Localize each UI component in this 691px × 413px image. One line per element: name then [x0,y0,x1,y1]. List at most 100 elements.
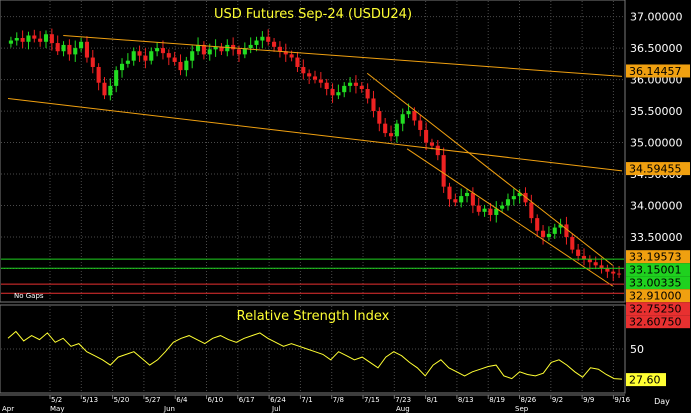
x-day-label: 6/10 [208,396,224,404]
candle-body [605,268,610,272]
candle-body [67,44,72,55]
price-tick-label: 37.00000 [630,11,683,24]
candle-body [552,227,557,234]
price-value-labels: 36.14457 34.59455 33.1957333.1500133.00335… [626,64,690,329]
candle-body [201,44,206,55]
candle-body [131,51,136,61]
candle-body [505,199,511,206]
x-month-label: Jun [163,405,175,413]
value-label-box [626,162,690,176]
candle-body [225,44,230,52]
candle-body [342,85,347,93]
candle-body [307,73,312,77]
candle-body [611,271,616,274]
value-label-text: 32.91000 [629,290,682,303]
rsi-grid [1,306,624,393]
value-label-box [626,263,690,277]
candle-body [184,60,189,71]
candle-body [324,82,329,90]
candle-body [617,273,622,275]
candle-body [529,202,534,219]
x-day-ticks: 5/2 5/13 5/20 5/27 6/4 6/10 6/17 6/24 7/1 7/8 7/15… [49,395,631,404]
candle-body [464,192,470,197]
candle-body [593,262,598,266]
x-day-label: 8/26 [521,396,537,404]
x-day-label: 6/17 [239,396,255,404]
x-day-label: 5/20 [114,396,130,404]
candle-body [418,120,423,130]
rsi-tick-label: 50 [630,343,644,356]
x-unit-label: Day [654,397,670,406]
x-day-label: 9/2 [552,396,563,404]
candle-body [546,233,551,238]
candle-body [55,43,60,52]
price-horizontal-lines [1,258,624,294]
candle-body [43,34,49,42]
trendline [406,148,614,287]
candle-body [459,196,464,203]
price-plot-frame [0,0,626,303]
candle-body [248,44,253,49]
candle-body [137,51,142,56]
candle-body [517,192,522,197]
value-label-box [626,302,690,316]
rsi-panel: 50 27.60 Relative Strength Index [0,304,666,394]
candle-body [207,49,212,55]
candle-body [160,48,166,54]
candle-body [125,60,130,64]
candle-body [470,192,475,206]
candle-body [558,224,563,228]
candle-body [231,44,236,50]
price-grid [1,1,624,301]
candle-body [289,54,294,58]
trendline [7,97,623,172]
candle-body [213,46,218,50]
candle-body [96,66,101,83]
candle-body [149,51,154,61]
x-month-labels: Apr May Jun Jul Aug Sep [2,405,529,413]
candle-body [581,255,587,260]
price-tick-label: 33.50000 [630,231,683,244]
value-label-text: 33.15001 [629,264,682,277]
candle-body [283,51,288,55]
candle-body [535,218,540,231]
rsi-y-axis: 50 [630,343,644,356]
candle-body [500,205,505,209]
x-day-label: 7/1 [301,396,312,404]
candle-body [266,36,271,42]
candle-body [388,133,394,137]
candle-body [295,57,300,67]
candle-body [482,208,487,212]
value-label-box [626,276,690,290]
price-tick-label: 36.50000 [630,42,683,55]
value-label-text: 32.75250 [629,303,682,316]
x-month-label: Apr [2,405,14,413]
candle-body [400,114,405,124]
candle-body [330,89,335,96]
x-day-label: 7/23 [395,396,411,404]
candle-body [348,82,353,86]
candle-body [435,145,440,156]
trendline [366,72,614,266]
x-day-label: 9/9 [583,396,594,404]
candle-body [84,41,89,58]
candle-body [383,123,388,134]
rsi-last-value-text: 27.60 [629,374,661,387]
candle-body [429,142,434,146]
candle-body [196,44,201,52]
x-day-label: 6/24 [270,396,286,404]
candle-body [541,230,546,238]
candle-body [453,199,458,203]
candle-body [353,82,358,86]
gap-note: No Gaps [14,292,44,300]
candle-body [336,92,341,96]
candle-body [447,186,452,200]
candle-body [359,85,364,90]
candle-body [424,129,429,143]
value-label-text: 32.60750 [629,316,682,329]
value-label-box [626,64,690,78]
x-day-label: 8/1 [427,396,438,404]
candle-body [178,61,183,71]
price-y-axis: 37.0000036.5000036.0000035.5000035.00000… [630,11,683,276]
